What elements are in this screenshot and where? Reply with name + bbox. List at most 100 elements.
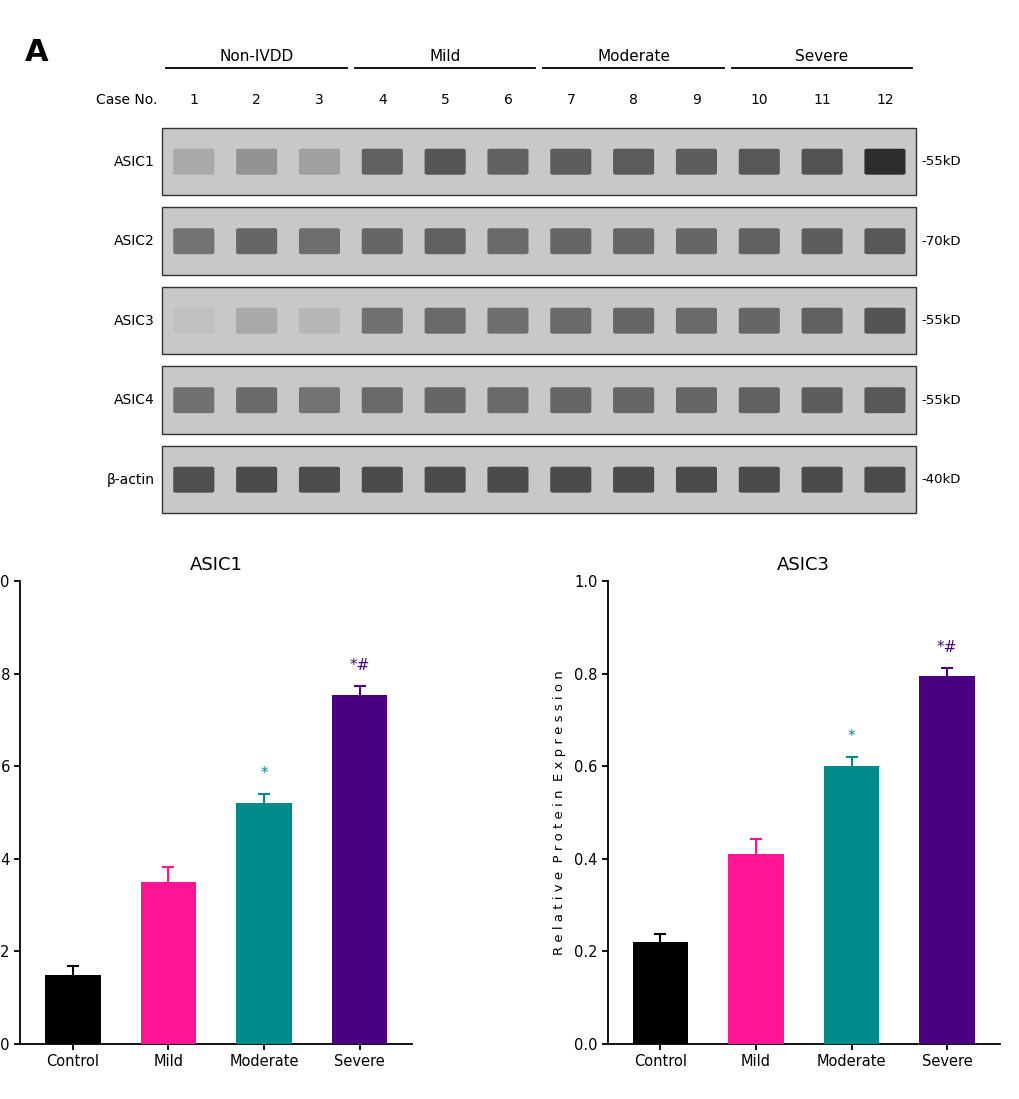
FancyBboxPatch shape <box>549 229 591 254</box>
FancyBboxPatch shape <box>738 467 780 492</box>
FancyBboxPatch shape <box>863 387 905 413</box>
FancyBboxPatch shape <box>612 467 653 492</box>
Text: 10: 10 <box>750 93 767 108</box>
FancyBboxPatch shape <box>299 467 339 492</box>
Text: β-actin: β-actin <box>106 473 155 487</box>
FancyBboxPatch shape <box>424 308 466 334</box>
FancyBboxPatch shape <box>487 387 528 413</box>
Y-axis label: R e l a t i v e  P r o t e i n  E x p r e s s i o n: R e l a t i v e P r o t e i n E x p r e … <box>552 670 566 955</box>
Text: Mild: Mild <box>429 49 461 65</box>
Text: 4: 4 <box>378 93 386 108</box>
Text: 6: 6 <box>503 93 512 108</box>
FancyBboxPatch shape <box>549 467 591 492</box>
Text: -70kD: -70kD <box>920 235 960 247</box>
Text: Moderate: Moderate <box>596 49 669 65</box>
Bar <box>236 803 291 1044</box>
FancyBboxPatch shape <box>162 366 915 434</box>
FancyBboxPatch shape <box>487 467 528 492</box>
FancyBboxPatch shape <box>173 229 214 254</box>
FancyBboxPatch shape <box>863 148 905 175</box>
FancyBboxPatch shape <box>299 229 339 254</box>
FancyBboxPatch shape <box>487 229 528 254</box>
FancyBboxPatch shape <box>362 467 403 492</box>
Text: A: A <box>25 38 49 67</box>
Text: ASIC3: ASIC3 <box>114 313 155 328</box>
FancyBboxPatch shape <box>487 308 528 334</box>
Text: ASIC2: ASIC2 <box>114 234 155 248</box>
FancyBboxPatch shape <box>299 148 339 175</box>
FancyBboxPatch shape <box>162 208 915 275</box>
FancyBboxPatch shape <box>235 229 277 254</box>
Title: ASIC3: ASIC3 <box>776 556 829 574</box>
FancyBboxPatch shape <box>173 467 214 492</box>
Text: 5: 5 <box>440 93 449 108</box>
Text: ASIC1: ASIC1 <box>113 155 155 169</box>
FancyBboxPatch shape <box>801 229 842 254</box>
FancyBboxPatch shape <box>235 148 277 175</box>
FancyBboxPatch shape <box>424 148 466 175</box>
FancyBboxPatch shape <box>676 148 716 175</box>
FancyBboxPatch shape <box>863 467 905 492</box>
FancyBboxPatch shape <box>863 229 905 254</box>
FancyBboxPatch shape <box>676 467 716 492</box>
FancyBboxPatch shape <box>612 148 653 175</box>
FancyBboxPatch shape <box>612 387 653 413</box>
FancyBboxPatch shape <box>738 148 780 175</box>
Text: 2: 2 <box>252 93 261 108</box>
Bar <box>45 975 101 1044</box>
FancyBboxPatch shape <box>612 229 653 254</box>
FancyBboxPatch shape <box>676 229 716 254</box>
FancyBboxPatch shape <box>738 387 780 413</box>
FancyBboxPatch shape <box>801 467 842 492</box>
FancyBboxPatch shape <box>424 467 466 492</box>
FancyBboxPatch shape <box>738 229 780 254</box>
Title: ASIC1: ASIC1 <box>190 556 243 574</box>
Text: -55kD: -55kD <box>920 155 960 168</box>
Bar <box>141 882 196 1044</box>
FancyBboxPatch shape <box>487 148 528 175</box>
FancyBboxPatch shape <box>612 308 653 334</box>
Text: 12: 12 <box>875 93 893 108</box>
Text: *#: *# <box>350 658 369 674</box>
Text: 9: 9 <box>691 93 700 108</box>
Bar <box>918 676 974 1044</box>
Bar <box>632 942 688 1044</box>
FancyBboxPatch shape <box>162 446 915 513</box>
FancyBboxPatch shape <box>173 387 214 413</box>
FancyBboxPatch shape <box>299 387 339 413</box>
FancyBboxPatch shape <box>162 127 915 196</box>
Text: 3: 3 <box>315 93 323 108</box>
Text: 1: 1 <box>190 93 198 108</box>
FancyBboxPatch shape <box>162 287 915 355</box>
Text: Non-IVDD: Non-IVDD <box>219 49 293 65</box>
FancyBboxPatch shape <box>801 308 842 334</box>
FancyBboxPatch shape <box>424 229 466 254</box>
Text: 7: 7 <box>566 93 575 108</box>
FancyBboxPatch shape <box>738 308 780 334</box>
FancyBboxPatch shape <box>549 148 591 175</box>
Text: *: * <box>260 766 268 781</box>
Text: -55kD: -55kD <box>920 393 960 407</box>
Text: Severe: Severe <box>795 49 848 65</box>
Bar <box>823 766 878 1044</box>
FancyBboxPatch shape <box>424 387 466 413</box>
FancyBboxPatch shape <box>801 387 842 413</box>
Bar <box>728 854 783 1044</box>
Text: 8: 8 <box>629 93 638 108</box>
FancyBboxPatch shape <box>676 387 716 413</box>
FancyBboxPatch shape <box>299 308 339 334</box>
Text: *: * <box>847 729 855 744</box>
FancyBboxPatch shape <box>173 148 214 175</box>
FancyBboxPatch shape <box>362 148 403 175</box>
Text: -55kD: -55kD <box>920 314 960 328</box>
Text: *#: *# <box>936 640 956 655</box>
FancyBboxPatch shape <box>362 387 403 413</box>
FancyBboxPatch shape <box>235 387 277 413</box>
FancyBboxPatch shape <box>235 467 277 492</box>
FancyBboxPatch shape <box>863 308 905 334</box>
FancyBboxPatch shape <box>235 308 277 334</box>
Text: 11: 11 <box>812 93 830 108</box>
FancyBboxPatch shape <box>173 308 214 334</box>
Text: Case No.: Case No. <box>96 93 157 108</box>
FancyBboxPatch shape <box>549 387 591 413</box>
